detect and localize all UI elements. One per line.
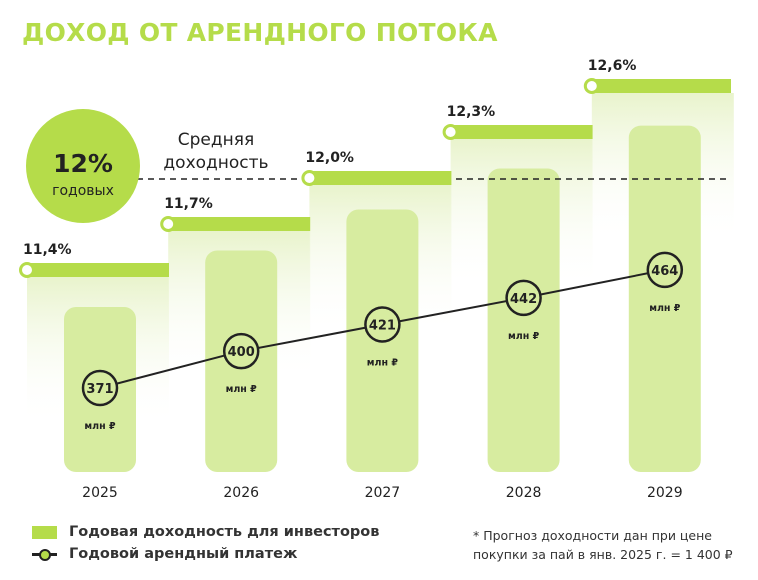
rent-unit-label: млн ₽: [367, 358, 399, 369]
x-tick-label: 2029: [647, 485, 683, 501]
x-tick-label: 2026: [223, 485, 259, 501]
footnote-line: * Прогноз доходности дан при цене: [473, 528, 712, 543]
badge-value: 12%: [53, 149, 113, 178]
yield-label: 12,6%: [588, 58, 637, 74]
rent-unit-label: млн ₽: [649, 303, 681, 314]
chart-title: ДОХОД ОТ АРЕНДНОГО ПОТОКА: [22, 18, 498, 47]
yield-label: 12,3%: [447, 104, 496, 120]
legend: Годовая доходность для инвесторов Годово…: [32, 521, 379, 565]
rent-point: [505, 279, 542, 317]
yield-step: [591, 79, 731, 93]
rent-value-label: 464: [651, 264, 678, 279]
yield-step: [309, 171, 452, 185]
average-badge: [26, 109, 140, 223]
x-tick-label: 2027: [365, 485, 401, 501]
rent-point: [646, 251, 684, 289]
yield-step: [168, 217, 311, 231]
line-marker-icon: [32, 548, 57, 561]
rent-bar: [487, 168, 560, 473]
rent-value-label: 371: [86, 382, 113, 397]
legend-label: Годовая доходность для инвесторов: [69, 524, 380, 540]
yield-label: 12,0%: [305, 150, 354, 166]
yield-marker: [160, 216, 177, 232]
yield-label: 11,4%: [23, 242, 72, 258]
average-label: доходность: [163, 153, 268, 173]
footnote: * Прогноз доходности дан при цене покупк…: [473, 526, 733, 564]
rent-unit-label: млн ₽: [84, 421, 116, 432]
rent-unit-label: млн ₽: [226, 384, 258, 395]
yield-marker: [442, 124, 459, 140]
rent-value-label: 400: [228, 345, 255, 360]
rent-point: [81, 369, 119, 407]
x-tick-label: 2028: [506, 485, 542, 501]
x-tick-label: 2025: [82, 485, 118, 501]
footnote-line: покупки за пай в янв. 2025 г. = 1 400 ₽: [473, 547, 733, 562]
legend-label: Годовой арендный платеж: [69, 546, 298, 562]
badge-label: годовых: [52, 183, 114, 199]
average-label: Средняя: [178, 130, 254, 150]
rent-unit-label: млн ₽: [508, 331, 540, 342]
legend-swatch: [32, 525, 57, 539]
yield-marker: [301, 170, 318, 186]
legend-item-yield: Годовая доходность для инвесторов: [32, 521, 379, 543]
yield-marker: [19, 262, 35, 278]
rent-point: [222, 332, 260, 370]
yield-label: 11,7%: [164, 196, 213, 212]
rent-bar: [628, 125, 701, 473]
yield-step: [450, 125, 593, 139]
rent-point: [364, 306, 401, 343]
yield-marker: [583, 78, 600, 94]
legend-item-rent: Годовой арендный платеж: [32, 543, 379, 565]
yield-step: [27, 263, 169, 277]
rent-value-label: 442: [510, 292, 537, 307]
rent-value-label: 421: [369, 319, 396, 334]
